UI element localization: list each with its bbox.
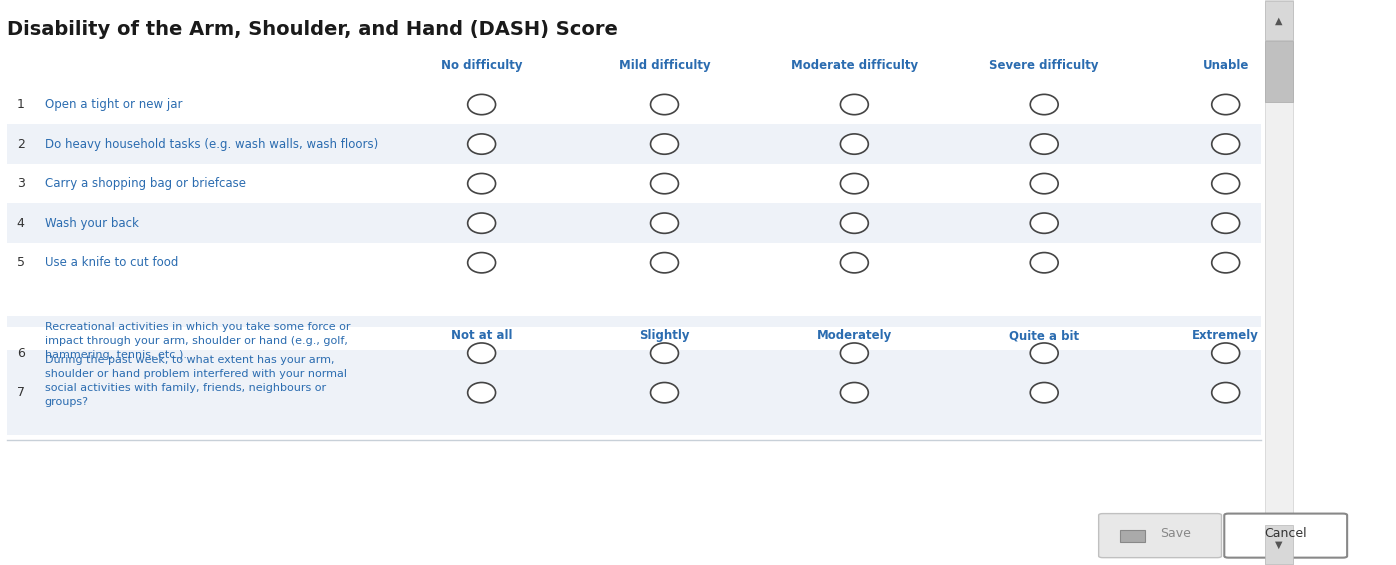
- Ellipse shape: [468, 253, 496, 273]
- Text: Disability of the Arm, Shoulder, and Hand (DASH) Score: Disability of the Arm, Shoulder, and Han…: [7, 20, 618, 39]
- Ellipse shape: [468, 213, 496, 233]
- Text: Slightly: Slightly: [639, 329, 690, 342]
- FancyBboxPatch shape: [7, 350, 1261, 435]
- FancyBboxPatch shape: [7, 316, 1261, 390]
- Ellipse shape: [651, 173, 678, 194]
- Text: Quite a bit: Quite a bit: [1009, 329, 1079, 342]
- Ellipse shape: [1030, 94, 1058, 115]
- Ellipse shape: [840, 383, 868, 403]
- FancyBboxPatch shape: [7, 56, 1261, 85]
- Ellipse shape: [840, 343, 868, 363]
- Ellipse shape: [840, 213, 868, 233]
- Text: Save: Save: [1160, 527, 1191, 541]
- Ellipse shape: [1212, 134, 1240, 154]
- Ellipse shape: [651, 213, 678, 233]
- FancyBboxPatch shape: [7, 164, 1261, 203]
- Ellipse shape: [468, 134, 496, 154]
- Ellipse shape: [840, 134, 868, 154]
- Ellipse shape: [840, 94, 868, 115]
- Text: Wash your back: Wash your back: [45, 216, 138, 230]
- Text: Not at all: Not at all: [451, 329, 512, 342]
- Ellipse shape: [651, 134, 678, 154]
- Text: Open a tight or new jar: Open a tight or new jar: [45, 98, 181, 111]
- Ellipse shape: [651, 253, 678, 273]
- Text: Recreational activities in which you take some force or
impact through your arm,: Recreational activities in which you tak…: [45, 322, 350, 360]
- Text: 3: 3: [17, 177, 25, 190]
- FancyBboxPatch shape: [1265, 525, 1293, 564]
- Text: Carry a shopping bag or briefcase: Carry a shopping bag or briefcase: [45, 177, 246, 190]
- Ellipse shape: [1030, 213, 1058, 233]
- Text: 5: 5: [17, 256, 25, 270]
- Ellipse shape: [840, 173, 868, 194]
- Ellipse shape: [1030, 343, 1058, 363]
- Ellipse shape: [468, 173, 496, 194]
- Ellipse shape: [1030, 253, 1058, 273]
- FancyBboxPatch shape: [1265, 41, 1293, 102]
- Ellipse shape: [1030, 383, 1058, 403]
- FancyBboxPatch shape: [1120, 530, 1145, 542]
- Text: Do heavy household tasks (e.g. wash walls, wash floors): Do heavy household tasks (e.g. wash wall…: [45, 137, 378, 151]
- Text: Extremely: Extremely: [1192, 329, 1259, 342]
- Ellipse shape: [1212, 253, 1240, 273]
- Ellipse shape: [1030, 173, 1058, 194]
- Text: 7: 7: [17, 386, 25, 399]
- Text: ▼: ▼: [1275, 540, 1283, 550]
- Text: Severe difficulty: Severe difficulty: [990, 59, 1099, 72]
- Text: 2: 2: [17, 137, 25, 151]
- Ellipse shape: [651, 94, 678, 115]
- FancyBboxPatch shape: [7, 243, 1261, 282]
- Ellipse shape: [651, 343, 678, 363]
- FancyBboxPatch shape: [7, 85, 1261, 124]
- FancyBboxPatch shape: [7, 327, 1261, 350]
- Ellipse shape: [1030, 134, 1058, 154]
- Ellipse shape: [1212, 94, 1240, 115]
- Ellipse shape: [468, 383, 496, 403]
- Text: Unable: Unable: [1202, 59, 1249, 72]
- Text: Moderate difficulty: Moderate difficulty: [790, 59, 919, 72]
- Text: Use a knife to cut food: Use a knife to cut food: [45, 256, 179, 270]
- Ellipse shape: [1212, 383, 1240, 403]
- Text: ▲: ▲: [1275, 15, 1283, 25]
- Text: Mild difficulty: Mild difficulty: [618, 59, 711, 72]
- Text: 1: 1: [17, 98, 25, 111]
- Ellipse shape: [468, 343, 496, 363]
- FancyBboxPatch shape: [1265, 1, 1293, 40]
- Ellipse shape: [1212, 213, 1240, 233]
- FancyBboxPatch shape: [1265, 0, 1293, 565]
- Text: During the past week, to what extent has your arm,
shoulder or hand problem inte: During the past week, to what extent has…: [45, 355, 346, 407]
- Text: Moderately: Moderately: [817, 329, 892, 342]
- Ellipse shape: [840, 253, 868, 273]
- Ellipse shape: [651, 383, 678, 403]
- Text: No difficulty: No difficulty: [441, 59, 522, 72]
- FancyBboxPatch shape: [7, 203, 1261, 243]
- Ellipse shape: [1212, 343, 1240, 363]
- Text: 6: 6: [17, 346, 25, 360]
- Ellipse shape: [1212, 173, 1240, 194]
- Text: 4: 4: [17, 216, 25, 230]
- FancyBboxPatch shape: [1224, 514, 1347, 558]
- Ellipse shape: [468, 94, 496, 115]
- FancyBboxPatch shape: [7, 124, 1261, 164]
- FancyBboxPatch shape: [1099, 514, 1222, 558]
- Text: Cancel: Cancel: [1265, 527, 1307, 541]
